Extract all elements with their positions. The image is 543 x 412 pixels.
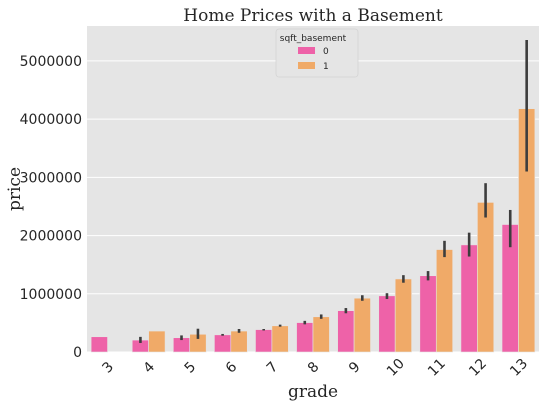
bar-series-1-grade-9 (353, 297, 371, 353)
legend-swatch-0 (298, 47, 315, 54)
bar-series-0-grade-7 (255, 329, 273, 353)
legend-label-1: 1 (323, 62, 329, 72)
bar-series-1-grade-7 (271, 325, 289, 353)
bars (90, 108, 536, 353)
bar-series-0-grade-10 (378, 295, 396, 353)
legend-box (275, 28, 359, 78)
x-axis-label: grade (288, 382, 338, 402)
y-axis-label: price (5, 167, 25, 211)
y-tick-label: 0 (73, 345, 82, 361)
x-tick-label: 4 (141, 359, 159, 377)
x-tick-label: 5 (182, 359, 200, 377)
y-tick-label: 2000000 (20, 229, 82, 245)
legend-title: sqft_basement (280, 34, 347, 44)
legend-swatch-1 (298, 62, 315, 69)
bar-series-0-grade-11 (419, 275, 437, 353)
bar-series-1-grade-6 (230, 330, 248, 353)
y-tick-label: 3000000 (20, 170, 82, 186)
bar-series-0-grade-9 (337, 310, 355, 353)
bar-series-1-grade-10 (394, 278, 412, 353)
y-tick-label: 1000000 (20, 287, 82, 303)
legend-label-0: 0 (323, 47, 329, 57)
bar-series-1-grade-12 (477, 202, 495, 353)
x-tick-label: 8 (305, 359, 323, 377)
x-tick-label: 12 (466, 356, 490, 380)
chart-title: Home Prices with a Basement (183, 6, 443, 26)
x-tick-label: 7 (264, 359, 282, 377)
x-tick-label: 13 (507, 356, 531, 380)
bar-series-0-grade-6 (214, 334, 232, 353)
y-axis-ticks: 0 1000000 2000000 3000000 4000000 5000000 (20, 54, 82, 361)
legend: sqft_basement 0 1 (275, 28, 359, 78)
x-axis-ticks: 3 4 5 6 7 8 9 10 11 12 13 (99, 356, 531, 380)
y-tick-label: 5000000 (20, 54, 82, 70)
error-bars (139, 39, 528, 343)
bar-series-1-grade-11 (435, 249, 454, 353)
x-tick-label: 10 (384, 356, 408, 380)
x-tick-label: 9 (346, 359, 364, 377)
x-tick-label: 3 (99, 359, 117, 377)
bar-series-0-grade-3 (90, 336, 108, 353)
bar-series-1-grade-8 (312, 316, 330, 353)
y-tick-label: 4000000 (20, 112, 82, 128)
x-tick-label: 6 (223, 359, 241, 377)
bar-series-1-grade-4 (148, 330, 166, 353)
bar-series-0-grade-8 (296, 322, 314, 353)
bar-series-0-grade-12 (460, 244, 478, 353)
x-tick-label: 11 (425, 356, 449, 380)
